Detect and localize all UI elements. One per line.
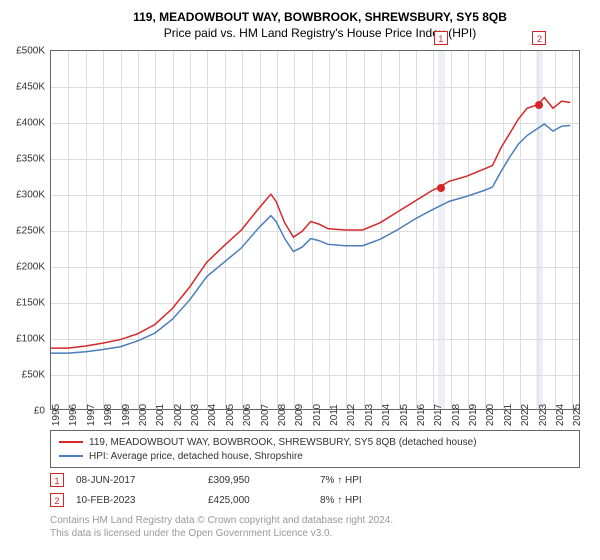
sale-pct-vs-hpi: 7% ↑ HPI <box>320 475 400 486</box>
footer-attribution: Contains HM Land Registry data © Crown c… <box>50 514 580 540</box>
x-axis-label: 2007 <box>260 404 271 426</box>
x-axis-label: 2013 <box>364 404 375 426</box>
x-axis-label: 2003 <box>190 404 201 426</box>
sale-row: 2 10-FEB-2023 £425,000 8% ↑ HPI <box>50 490 580 510</box>
legend-swatch <box>59 455 83 457</box>
sale-marker-box: 1 <box>434 31 448 45</box>
sale-date: 08-JUN-2017 <box>76 475 196 486</box>
chart-lines <box>51 51 579 409</box>
x-axis-label: 1997 <box>86 404 97 426</box>
y-axis-label: £0 <box>34 406 45 417</box>
chart-title: 119, MEADOWBOUT WAY, BOWBROOK, SHREWSBUR… <box>50 10 590 24</box>
x-axis-label: 2012 <box>346 404 357 426</box>
legend-label: 119, MEADOWBOUT WAY, BOWBROOK, SHREWSBUR… <box>89 437 477 448</box>
x-axis-label: 2025 <box>572 404 583 426</box>
legend-item: 119, MEADOWBOUT WAY, BOWBROOK, SHREWSBUR… <box>59 435 571 449</box>
x-axis-label: 2000 <box>138 404 149 426</box>
sale-price: £425,000 <box>208 495 308 506</box>
x-axis-label: 1999 <box>121 404 132 426</box>
x-axis-label: 2008 <box>277 404 288 426</box>
x-axis-label: 2016 <box>416 404 427 426</box>
sale-date: 10-FEB-2023 <box>76 495 196 506</box>
y-axis-label: £400K <box>16 118 45 129</box>
x-axis-label: 2021 <box>503 404 514 426</box>
legend-item: HPI: Average price, detached house, Shro… <box>59 449 571 463</box>
x-axis-label: 2005 <box>225 404 236 426</box>
x-axis-label: 2019 <box>468 404 479 426</box>
x-axis-label: 2006 <box>242 404 253 426</box>
sale-marker-dot <box>437 184 445 192</box>
y-axis-label: £250K <box>16 226 45 237</box>
x-axis-label: 2024 <box>555 404 566 426</box>
x-axis-label: 1996 <box>68 404 79 426</box>
x-axis-label: 2020 <box>485 404 496 426</box>
x-axis-label: 2002 <box>173 404 184 426</box>
sale-row-marker: 2 <box>50 493 64 507</box>
y-axis-label: £500K <box>16 46 45 57</box>
y-axis-label: £350K <box>16 154 45 165</box>
x-axis-label: 2015 <box>399 404 410 426</box>
chart-subtitle: Price paid vs. HM Land Registry's House … <box>50 26 590 40</box>
sales-table: 1 08-JUN-2017 £309,950 7% ↑ HPI 2 10-FEB-2023… <box>50 470 580 510</box>
x-axis-label: 1998 <box>103 404 114 426</box>
footer-line-2: This data is licensed under the Open Gov… <box>50 527 580 540</box>
footer-line-1: Contains HM Land Registry data © Crown c… <box>50 514 580 527</box>
y-axis-label: £150K <box>16 298 45 309</box>
x-axis-label: 2014 <box>381 404 392 426</box>
sale-row-marker: 1 <box>50 473 64 487</box>
x-axis-label: 2022 <box>520 404 531 426</box>
y-axis-label: £450K <box>16 82 45 93</box>
series-line-property <box>51 98 570 349</box>
y-axis-label: £300K <box>16 190 45 201</box>
y-axis-label: £100K <box>16 334 45 345</box>
x-axis-label: 2011 <box>329 404 340 426</box>
x-axis-label: 2017 <box>433 404 444 426</box>
x-axis-label: 2023 <box>538 404 549 426</box>
y-axis-label: £50K <box>22 370 45 381</box>
sale-price: £309,950 <box>208 475 308 486</box>
x-axis-label: 2018 <box>451 404 462 426</box>
sale-row: 1 08-JUN-2017 £309,950 7% ↑ HPI <box>50 470 580 490</box>
legend-swatch <box>59 441 83 443</box>
x-axis-label: 2004 <box>207 404 218 426</box>
legend: 119, MEADOWBOUT WAY, BOWBROOK, SHREWSBUR… <box>50 430 580 468</box>
legend-label: HPI: Average price, detached house, Shro… <box>89 451 303 462</box>
series-line-hpi <box>51 124 570 353</box>
chart-plot-area: £0£50K£100K£150K£200K£250K£300K£350K£400… <box>50 50 580 410</box>
x-axis-label: 2009 <box>294 404 305 426</box>
sale-marker-box: 2 <box>532 31 546 45</box>
sale-marker-dot <box>535 101 543 109</box>
x-axis-label: 2010 <box>312 404 323 426</box>
x-axis-label: 1995 <box>51 404 62 426</box>
y-axis-label: £200K <box>16 262 45 273</box>
sale-pct-vs-hpi: 8% ↑ HPI <box>320 495 400 506</box>
x-axis-label: 2001 <box>155 404 166 426</box>
